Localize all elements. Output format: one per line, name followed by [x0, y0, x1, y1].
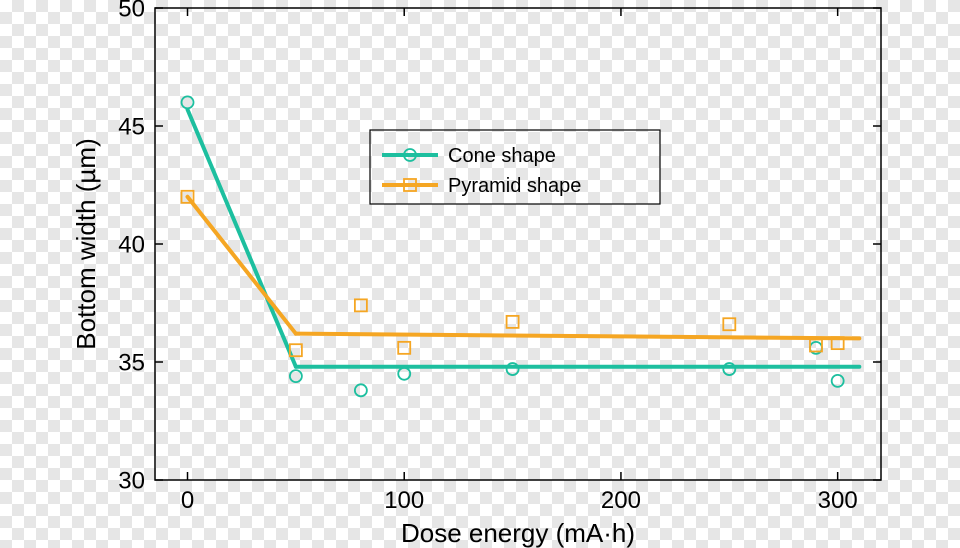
plot-border — [155, 8, 881, 480]
fit-line-cone — [188, 109, 296, 366]
legend-label: Pyramid shape — [448, 175, 581, 197]
fit-line-pyramid — [296, 334, 859, 339]
y-tick-label: 30 — [118, 467, 145, 494]
marker-cone — [832, 375, 844, 387]
x-tick-label: 200 — [601, 487, 641, 514]
fit-line-pyramid — [188, 197, 296, 334]
marker-pyramid — [355, 299, 367, 311]
marker-cone — [290, 370, 302, 382]
y-tick-label: 35 — [118, 349, 145, 376]
x-tick-label: 100 — [384, 487, 424, 514]
y-axis-label: Bottom width (µm) — [71, 138, 101, 349]
y-tick-label: 40 — [118, 231, 145, 258]
marker-pyramid — [723, 318, 735, 330]
x-axis-label: Dose energy (mA·h) — [401, 518, 635, 548]
marker-cone — [355, 384, 367, 396]
y-tick-label: 45 — [118, 113, 145, 140]
marker-pyramid — [398, 342, 410, 354]
marker-cone — [182, 96, 194, 108]
marker-cone — [398, 368, 410, 380]
y-tick-label: 50 — [118, 0, 145, 22]
marker-pyramid — [507, 316, 519, 328]
chart-svg: 0 100 200 300 30 35 40 45 50 Dose energy (mA·h) Bo… — [0, 0, 960, 548]
x-tick-label: 300 — [818, 487, 858, 514]
legend-label: Cone shape — [448, 145, 556, 167]
x-tick-label: 0 — [181, 487, 194, 514]
